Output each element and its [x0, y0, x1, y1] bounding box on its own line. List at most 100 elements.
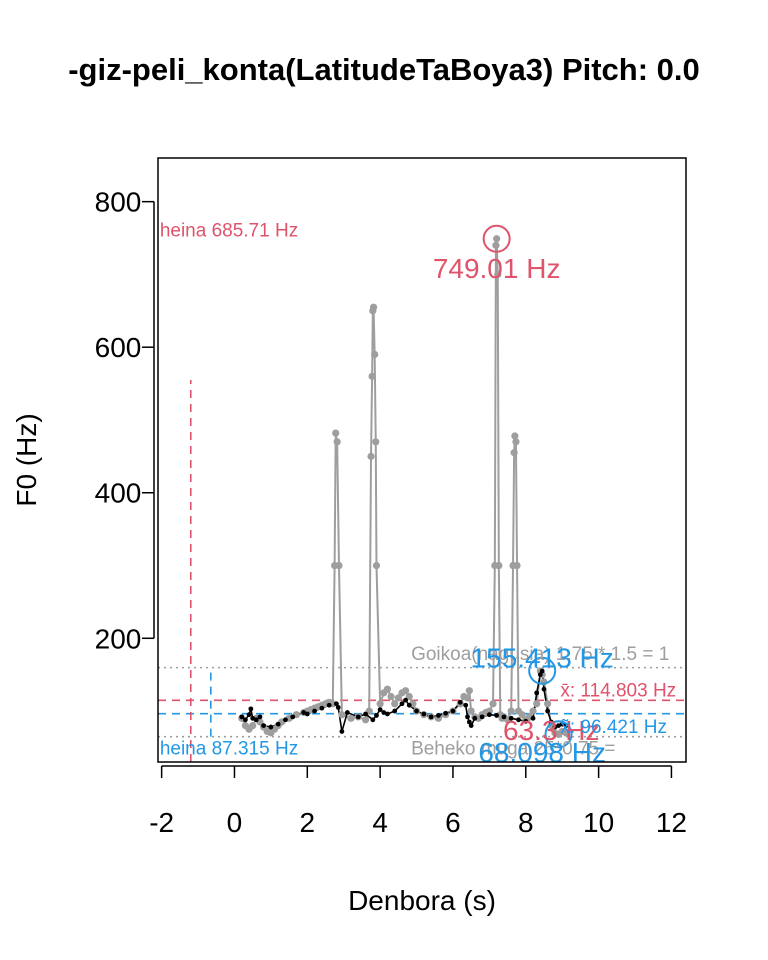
data-point [372, 561, 381, 570]
data-point [355, 714, 361, 720]
data-point [392, 708, 398, 714]
data-point [508, 715, 514, 721]
data-point [516, 717, 521, 723]
data-point [394, 694, 402, 702]
data-point [494, 270, 502, 279]
annotation-label: heina 685.71 Hz [160, 221, 298, 242]
data-point [370, 717, 376, 723]
x-tick-label: 6 [445, 807, 461, 838]
data-point [472, 715, 478, 721]
data-point [301, 710, 307, 715]
data-point [391, 700, 399, 708]
data-point [304, 711, 310, 717]
y-tick-label: 600 [95, 332, 142, 363]
data-point [283, 717, 288, 723]
data-point [530, 715, 536, 721]
data-point [239, 714, 245, 720]
data-point [541, 686, 547, 692]
data-point [290, 714, 296, 720]
data-point [399, 701, 405, 707]
data-point [552, 724, 558, 730]
data-point [367, 452, 375, 460]
data-point [381, 710, 387, 715]
data-point [511, 432, 519, 440]
data-point [435, 713, 441, 718]
data-point [250, 715, 256, 721]
data-point [312, 708, 317, 714]
data-point [489, 700, 497, 708]
data-point [372, 438, 380, 446]
data-point [465, 714, 470, 720]
data-point [361, 716, 370, 724]
data-point [338, 711, 346, 719]
x-tick-label: 8 [518, 807, 534, 838]
data-point [457, 699, 463, 705]
highlight-circle [544, 720, 573, 749]
y-tick-label: 200 [95, 623, 142, 654]
data-point [523, 718, 529, 724]
data-point [403, 697, 409, 703]
data-point [507, 707, 515, 715]
data-point [249, 722, 257, 730]
data-point [402, 687, 410, 695]
data-point [495, 561, 503, 570]
y-tick-label: 400 [95, 478, 142, 509]
data-point [405, 692, 413, 701]
annotation-label: heina 87.315 Hz [160, 739, 298, 760]
data-point [518, 711, 526, 719]
data-point [465, 687, 473, 695]
annotation-label: 749.01 Hz [433, 253, 561, 284]
data-point [334, 701, 339, 707]
data-point [242, 717, 248, 723]
data-point [246, 712, 252, 718]
data-point [275, 721, 281, 727]
data-point [332, 429, 340, 437]
data-point [261, 723, 266, 729]
data-point [421, 711, 427, 717]
annotation-label: Beheko muga 25*0.75 = [411, 739, 615, 760]
data-point [562, 729, 570, 737]
data-point [529, 707, 537, 715]
data-point [544, 700, 552, 708]
data-point [368, 372, 376, 380]
y-tick-label: 800 [95, 187, 142, 218]
plot-frame [157, 157, 687, 763]
data-point [376, 700, 384, 708]
data-point [253, 717, 259, 723]
data-point [510, 449, 518, 457]
data-point [463, 694, 472, 702]
data-point [333, 438, 341, 446]
data-point [248, 706, 254, 712]
data-point [344, 710, 350, 715]
x-axis-label: Denbora (s) [348, 885, 496, 916]
data-point [443, 710, 449, 716]
data-point [539, 668, 545, 674]
data-point [326, 702, 332, 708]
data-point [450, 708, 456, 714]
data-point [414, 708, 419, 714]
data-point [347, 714, 355, 722]
data-point [385, 711, 390, 717]
data-point [339, 729, 345, 734]
data-point [468, 723, 474, 729]
data-point [466, 719, 472, 725]
data-point [387, 692, 395, 701]
annotation-label: x̄: 114.803 Hz [560, 681, 676, 702]
y-axis-label: F0 (Hz) [11, 413, 42, 506]
annotation-label: Goikoa(nagusia) 1.75 * 1.5 = 1 [411, 644, 669, 665]
data-point [512, 438, 520, 446]
data-point [319, 705, 325, 711]
annotation-label: 68.098 Hz [478, 737, 606, 768]
x-tick-label: 2 [300, 807, 316, 838]
annotation-label: 155.413 Hz [471, 642, 614, 673]
data-point [428, 714, 434, 720]
data-point [534, 690, 540, 696]
data-point [486, 712, 492, 718]
data-point [493, 235, 501, 243]
data-point [377, 707, 383, 713]
data-point [479, 714, 485, 720]
data-point [257, 714, 263, 720]
data-point [463, 702, 469, 708]
data-point [537, 672, 543, 678]
